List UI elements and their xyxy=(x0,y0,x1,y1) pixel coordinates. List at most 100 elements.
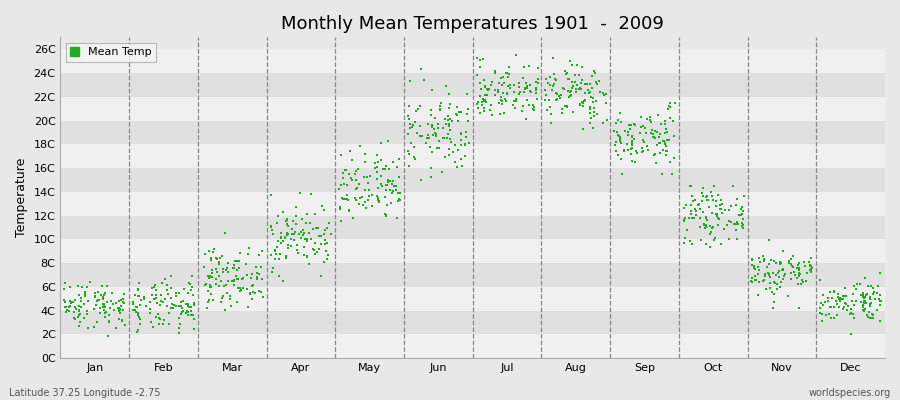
Point xyxy=(235,276,249,282)
Point xyxy=(827,288,842,294)
Point xyxy=(660,148,674,154)
Point xyxy=(477,83,491,90)
Point xyxy=(442,146,456,153)
Point xyxy=(59,309,74,315)
Point xyxy=(821,298,835,304)
Point xyxy=(280,216,294,222)
Point xyxy=(731,221,745,228)
Point xyxy=(131,292,146,299)
Point xyxy=(491,80,506,86)
Point xyxy=(838,285,852,291)
Point xyxy=(264,252,278,258)
Point xyxy=(558,68,572,74)
Point xyxy=(130,312,145,318)
Point xyxy=(747,266,761,273)
Point xyxy=(518,80,533,86)
Point xyxy=(126,307,140,313)
Point xyxy=(266,264,280,271)
Point xyxy=(853,281,868,288)
Point xyxy=(186,326,201,332)
Point xyxy=(154,292,168,298)
Point xyxy=(112,305,127,312)
Point xyxy=(634,149,649,155)
Point xyxy=(520,84,535,90)
Point xyxy=(866,285,880,292)
Point xyxy=(202,275,216,282)
Point xyxy=(161,310,176,317)
Point xyxy=(265,268,279,275)
Point xyxy=(562,94,576,100)
Point xyxy=(221,278,236,284)
Point xyxy=(762,272,777,278)
Point xyxy=(693,215,707,221)
Point xyxy=(842,303,856,310)
Point xyxy=(67,315,81,321)
Point xyxy=(792,271,806,278)
Point xyxy=(803,267,817,274)
Point xyxy=(405,124,419,130)
Point xyxy=(209,255,223,261)
Point xyxy=(433,103,447,109)
Point xyxy=(584,115,598,121)
Point xyxy=(226,265,240,271)
Point xyxy=(686,198,700,204)
Point xyxy=(838,300,852,306)
Point xyxy=(371,184,385,191)
Point xyxy=(722,206,736,213)
Point xyxy=(241,304,256,310)
Point xyxy=(714,241,728,248)
Point xyxy=(540,107,554,114)
Point xyxy=(352,201,366,207)
Point xyxy=(785,263,799,270)
Point xyxy=(653,130,668,137)
Point xyxy=(734,212,749,219)
Point xyxy=(826,304,841,310)
Point xyxy=(284,231,299,238)
Point xyxy=(458,152,473,159)
Point xyxy=(184,284,199,290)
Point xyxy=(130,287,145,294)
Point xyxy=(443,136,457,142)
Point xyxy=(736,222,751,228)
Point xyxy=(491,89,506,96)
Point xyxy=(658,139,672,146)
Point xyxy=(784,256,798,262)
Point xyxy=(64,300,78,306)
Point xyxy=(684,201,698,208)
Point xyxy=(168,303,183,309)
Point xyxy=(659,152,673,158)
Point xyxy=(699,224,714,230)
Point xyxy=(488,68,502,74)
Point xyxy=(497,80,511,86)
Point xyxy=(549,97,563,103)
Point xyxy=(817,299,832,305)
Point xyxy=(678,235,692,242)
Point xyxy=(392,156,406,162)
Point xyxy=(802,259,816,266)
Point xyxy=(216,293,230,299)
Point xyxy=(232,250,247,256)
Point xyxy=(864,283,878,289)
Point xyxy=(419,140,434,146)
Point xyxy=(508,89,522,95)
Point xyxy=(353,194,367,201)
Point xyxy=(423,106,437,113)
Point xyxy=(613,138,627,144)
Point xyxy=(745,275,760,282)
Point xyxy=(152,314,166,321)
Point xyxy=(454,130,468,136)
Point xyxy=(428,115,442,121)
Point xyxy=(148,282,163,288)
Text: worldspecies.org: worldspecies.org xyxy=(809,388,891,398)
Point xyxy=(813,310,827,316)
Point xyxy=(726,183,741,189)
Point xyxy=(543,73,557,80)
Point xyxy=(794,281,808,287)
Point xyxy=(220,269,235,276)
Point xyxy=(541,80,555,86)
Point xyxy=(752,258,767,265)
Point xyxy=(488,87,502,93)
Point xyxy=(450,104,464,110)
Point xyxy=(790,275,805,282)
Point xyxy=(711,222,725,228)
